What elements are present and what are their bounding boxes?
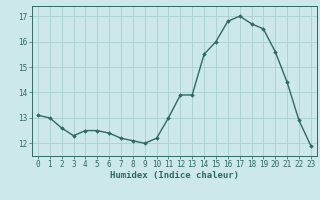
X-axis label: Humidex (Indice chaleur): Humidex (Indice chaleur) (110, 171, 239, 180)
